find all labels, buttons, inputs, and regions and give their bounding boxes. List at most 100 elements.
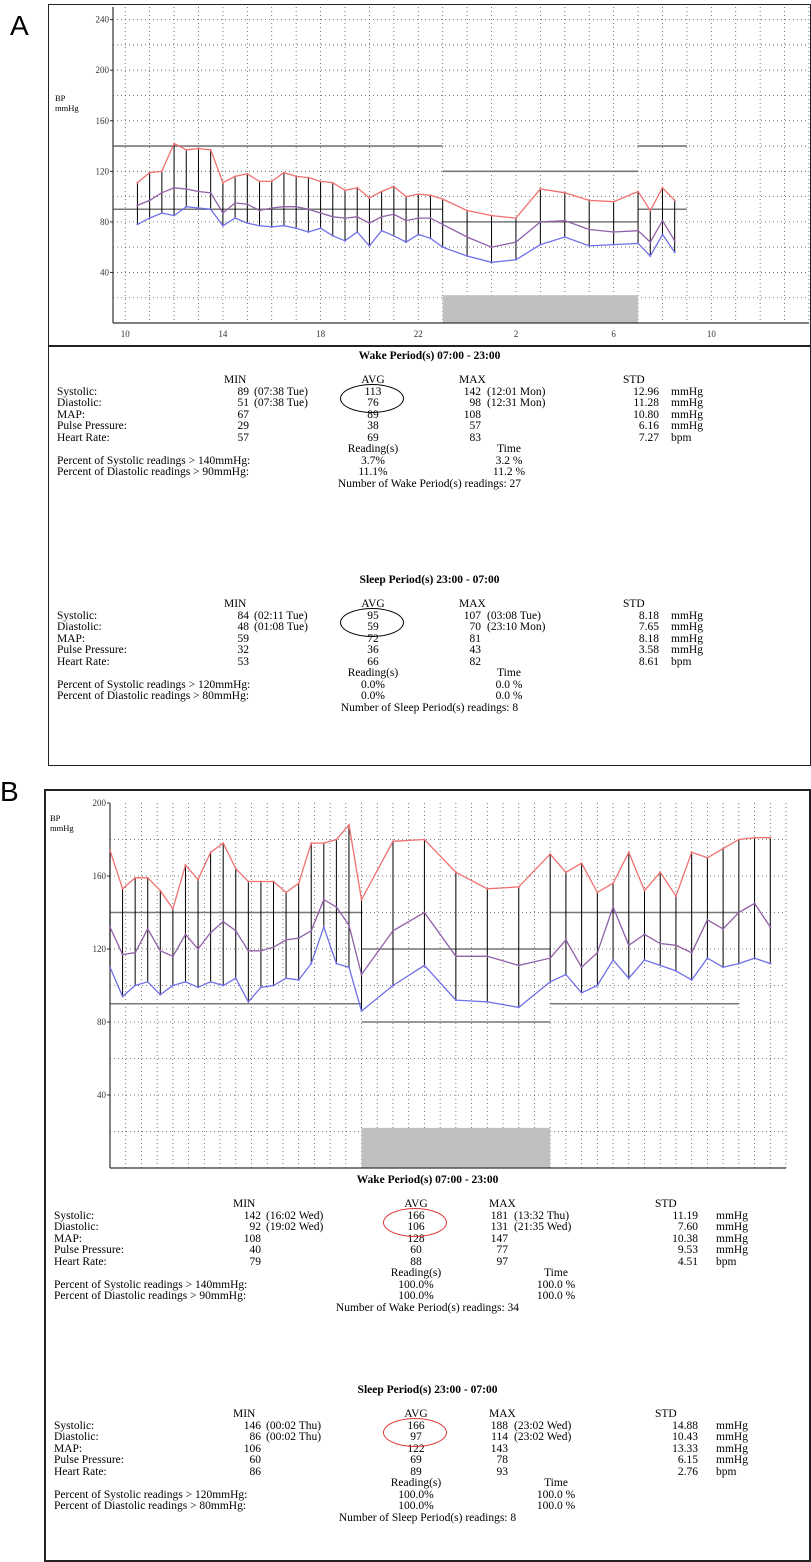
min-value: 79 bbox=[249, 1255, 262, 1268]
stats-row: MIN AVG MAX STD bbox=[46, 1408, 809, 1421]
series-point-2 bbox=[673, 251, 676, 254]
avg-value: 89 bbox=[367, 408, 379, 421]
series-point-2 bbox=[441, 246, 444, 249]
series-point-0 bbox=[234, 175, 237, 178]
avg-highlight-oval bbox=[340, 607, 404, 637]
series-point-0 bbox=[612, 882, 615, 885]
stats-row: Heart Rate: 57 69 83 7.27 bpm bbox=[49, 431, 810, 445]
series-point-1 bbox=[391, 929, 394, 932]
period-title: Sleep Period(s) 23:00 - 07:00 bbox=[357, 1384, 498, 1396]
series-point-0 bbox=[148, 171, 151, 174]
series-point-1 bbox=[121, 953, 124, 956]
period-title: Sleep Period(s) 23:00 - 07:00 bbox=[359, 574, 500, 586]
row-label: MAP: bbox=[57, 408, 86, 421]
series-point-0 bbox=[173, 142, 176, 145]
series-point-1 bbox=[270, 206, 273, 209]
stats-row: MIN AVG MAX STD bbox=[49, 598, 810, 611]
series-point-1 bbox=[706, 918, 709, 921]
period-title: Wake Period(s) 07:00 - 23:00 bbox=[356, 1174, 499, 1186]
max-time: (23:02 Wed) bbox=[514, 1419, 572, 1432]
max-time: (23:10 Mon) bbox=[487, 621, 546, 633]
min-value: 32 bbox=[237, 644, 250, 656]
series-point-1 bbox=[356, 215, 359, 218]
series-point-2 bbox=[307, 230, 310, 233]
series-point-1 bbox=[234, 201, 237, 204]
max-value: 114 bbox=[491, 1431, 508, 1443]
min-value: 29 bbox=[237, 420, 250, 432]
panel-a-chart-frame: 40 80 120 160 200 240 10 14 18 22 2 6 10 BP mmHg bbox=[48, 4, 811, 346]
avg-highlight-oval bbox=[383, 1417, 447, 1447]
series-point-0 bbox=[331, 181, 334, 184]
series-point-2 bbox=[146, 980, 149, 983]
stats-row: Percent of Diastolic readings > 90mmHg: 1… bbox=[49, 466, 810, 479]
series-point-0 bbox=[344, 189, 346, 192]
series-point-0 bbox=[429, 194, 432, 197]
series-point-2 bbox=[690, 979, 693, 982]
series-point-0 bbox=[307, 176, 310, 179]
stats-row: Reading(s) Time bbox=[49, 667, 810, 680]
series-point-0 bbox=[121, 887, 124, 890]
series-point-2 bbox=[674, 969, 677, 972]
series-point-1 bbox=[490, 246, 493, 249]
series-point-0 bbox=[234, 867, 237, 870]
row-label: Systolic: bbox=[54, 1419, 95, 1432]
series-point-1 bbox=[173, 186, 176, 189]
series-point-1 bbox=[486, 955, 489, 958]
series-point-2 bbox=[391, 984, 394, 987]
series-point-0 bbox=[417, 193, 420, 196]
percent-reading: 11.1% bbox=[358, 466, 388, 478]
percent-time: 0.0 % bbox=[495, 690, 523, 702]
series-point-0 bbox=[722, 847, 725, 850]
reading-header: Reading(s) bbox=[390, 1267, 442, 1279]
series-point-1 bbox=[659, 942, 662, 945]
series-point-0 bbox=[517, 885, 520, 888]
series-point-0 bbox=[661, 186, 664, 189]
series-point-0 bbox=[612, 200, 615, 203]
percent-label: Percent of Diastolic readings > 90mmHg: bbox=[57, 466, 250, 478]
min-time: (02:11 Tue) bbox=[254, 609, 308, 622]
max-value: 147 bbox=[490, 1232, 508, 1245]
series-point-1 bbox=[258, 209, 261, 212]
series-point-0 bbox=[197, 878, 200, 881]
row-label: Heart Rate: bbox=[57, 431, 110, 444]
series-point-2 bbox=[322, 926, 325, 929]
std-value: 12.96 bbox=[633, 385, 659, 398]
percent-reading: 3.7% bbox=[361, 454, 385, 467]
series-point-2 bbox=[209, 208, 212, 211]
series-point-1 bbox=[159, 949, 162, 952]
max-value: 97 bbox=[496, 1255, 509, 1268]
stats-row: MAP: 59 72 81 8.18 mmHg bbox=[49, 633, 810, 646]
series-point-0 bbox=[564, 871, 567, 874]
series-point-2 bbox=[331, 234, 334, 237]
series-point-0 bbox=[259, 880, 262, 883]
series-point-1 bbox=[517, 964, 520, 967]
percent-label: Percent of Diastolic readings > 80mmHg: bbox=[54, 1500, 247, 1512]
std-value: 13.33 bbox=[672, 1442, 698, 1455]
avg-value: 38 bbox=[367, 420, 379, 432]
col-header-avg: AVG bbox=[361, 598, 385, 610]
series-point-2 bbox=[148, 217, 151, 220]
unit: mmHg bbox=[716, 1442, 748, 1455]
series-point-2 bbox=[405, 241, 408, 244]
series-point-0 bbox=[258, 180, 261, 183]
x-tick-label: 6 bbox=[611, 329, 616, 339]
unit: mmHg bbox=[671, 397, 703, 409]
series-point-2 bbox=[297, 979, 300, 982]
series-point-2 bbox=[612, 243, 615, 246]
std-value: 10.80 bbox=[633, 408, 659, 421]
stats-row: Pulse Pressure: 60 69 78 6.15 mmHg bbox=[46, 1454, 809, 1467]
unit: mmHg bbox=[716, 1454, 748, 1466]
col-header-avg: AVG bbox=[361, 374, 385, 386]
series-point-1 bbox=[673, 239, 676, 242]
series-point-2 bbox=[612, 958, 615, 961]
y-tick-label: 160 bbox=[93, 871, 107, 881]
col-header-avg: AVG bbox=[404, 1408, 428, 1420]
max-value: 107 bbox=[463, 609, 481, 622]
avg-value: 66 bbox=[367, 655, 379, 668]
panel-a-stats: Wake Period(s) 07:00 - 23:00 MIN AVG MAX STD… bbox=[49, 347, 810, 765]
reading-count: Number of Sleep Period(s) readings: 8 bbox=[340, 701, 519, 714]
series-point-0 bbox=[247, 880, 250, 883]
series-point-2 bbox=[234, 217, 237, 220]
min-value: 84 bbox=[237, 609, 250, 622]
